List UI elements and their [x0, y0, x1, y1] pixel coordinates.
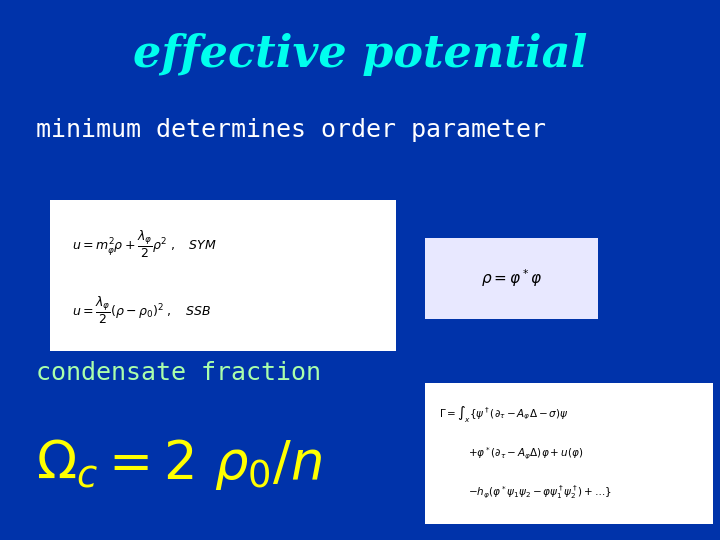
Text: $u = m_\varphi^2 \rho + \dfrac{\lambda_\varphi}{2}\rho^2 \;,\quad SYM$: $u = m_\varphi^2 \rho + \dfrac{\lambda_\…	[72, 229, 217, 260]
Text: $u = \dfrac{\lambda_\varphi}{2}(\rho - \rho_0)^2 \;,\quad SSB$: $u = \dfrac{\lambda_\varphi}{2}(\rho - \…	[72, 295, 211, 326]
FancyBboxPatch shape	[50, 200, 396, 351]
Text: $- h_\varphi(\varphi^* \psi_1 \psi_2 - \varphi \psi_1^\dagger \psi_2^\dagger) + : $- h_\varphi(\varphi^* \psi_1 \psi_2 - \…	[468, 484, 612, 501]
Text: $+ \varphi^*(\partial_\tau - A_\varphi \Delta)\varphi + u(\varphi)$: $+ \varphi^*(\partial_\tau - A_\varphi \…	[468, 446, 583, 462]
Text: $\Gamma = \int_x \{\psi^\dagger(\partial_\tau - A_\varphi \Delta - \sigma)\psi$: $\Gamma = \int_x \{\psi^\dagger(\partial…	[439, 404, 569, 425]
Text: minimum determines order parameter: minimum determines order parameter	[36, 118, 546, 141]
FancyBboxPatch shape	[425, 238, 598, 319]
Text: $\Omega_c = 2\ \rho_0/n$: $\Omega_c = 2\ \rho_0/n$	[36, 437, 322, 492]
Text: $\rho = \varphi^* \varphi$: $\rho = \varphi^* \varphi$	[481, 267, 541, 289]
FancyBboxPatch shape	[425, 383, 713, 524]
Text: effective potential: effective potential	[132, 32, 588, 76]
Text: condensate fraction: condensate fraction	[36, 361, 321, 384]
